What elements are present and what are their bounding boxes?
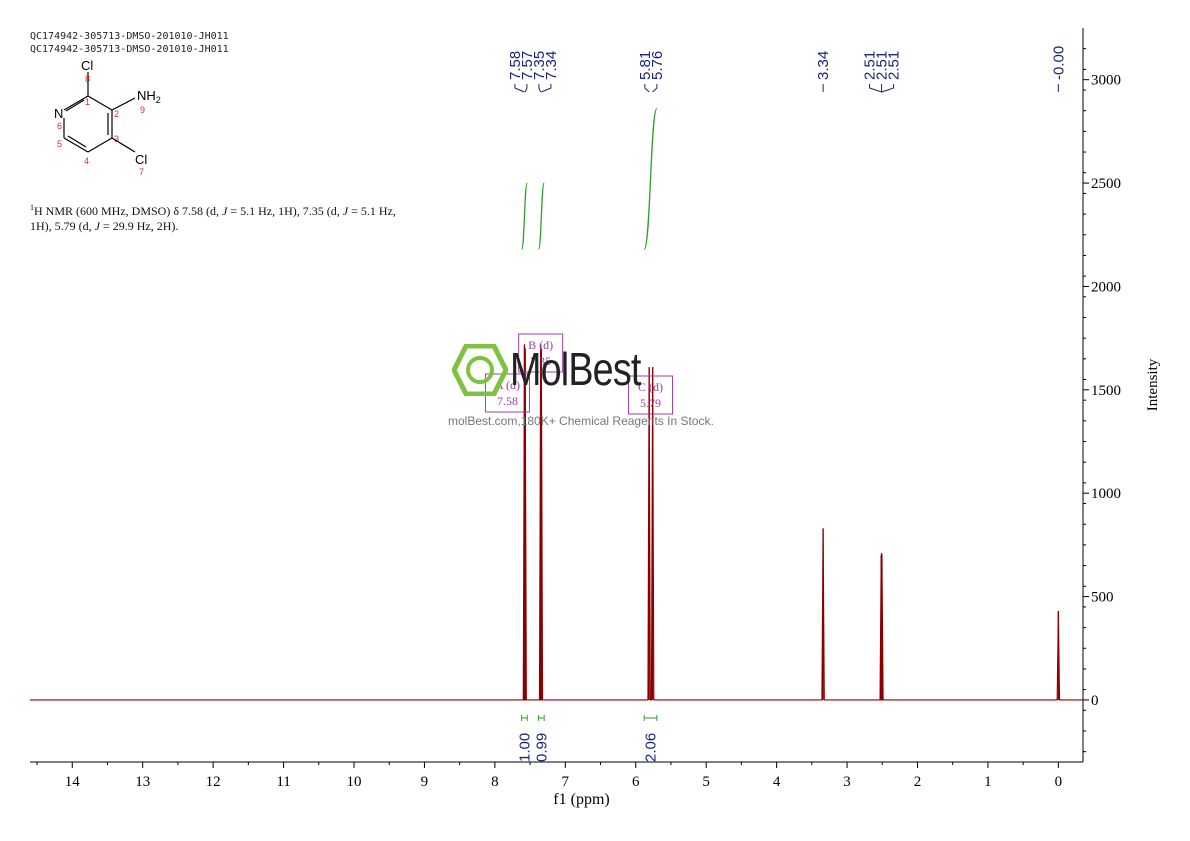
y-tick-label: 2000 bbox=[1091, 279, 1121, 295]
peak-label: 2.51 bbox=[886, 51, 903, 80]
x-tick-label: 3 bbox=[843, 774, 851, 790]
x-axis-title: f1 (ppm) bbox=[553, 791, 609, 808]
y-tick-label: 3000 bbox=[1091, 73, 1121, 89]
x-tick-label: 7 bbox=[562, 774, 570, 790]
multiplet-box bbox=[518, 333, 564, 373]
x-tick-label: 10 bbox=[347, 774, 362, 790]
y-tick-label: 1500 bbox=[1091, 383, 1121, 399]
atom-n-ring: N bbox=[54, 106, 63, 121]
peak-label: 7.58 bbox=[507, 51, 524, 80]
watermark-logo-text: MolBest bbox=[510, 343, 641, 395]
atom-cl-top: Cl bbox=[81, 58, 93, 73]
x-tick-label: 6 bbox=[632, 774, 640, 790]
peak-label-connector bbox=[541, 84, 552, 93]
atom-number-1: 1 bbox=[85, 97, 90, 107]
integral-value: 2.06 bbox=[643, 733, 660, 762]
sample-id-line-2: QC174942-305713-DMSO-201010-JH011 bbox=[30, 44, 229, 55]
atom-nh2: NH2 bbox=[137, 88, 161, 105]
nmr-description: 1H NMR (600 MHz, DMSO) δ 7.58 (d, J = 5.… bbox=[30, 203, 396, 233]
x-tick-label: 1 bbox=[984, 774, 992, 790]
peak-label-connector bbox=[524, 84, 528, 93]
chemical-structure: Cl NH2 N Cl 8 1 2 9 6 3 5 4 7 bbox=[54, 58, 161, 176]
peak-label: 3.34 bbox=[815, 51, 832, 80]
peak-label-connector bbox=[514, 84, 525, 93]
multiplet-shift: 7.35 bbox=[530, 354, 551, 368]
peak-label: 2.51 bbox=[862, 51, 879, 80]
peak-label-connector bbox=[869, 84, 882, 93]
atom-number-4: 4 bbox=[84, 156, 89, 166]
atom-cl-bottom: Cl bbox=[135, 152, 147, 167]
y-tick-label: 0 bbox=[1091, 693, 1099, 709]
multiplet-shift: 7.58 bbox=[497, 394, 518, 408]
sample-id-line-1: QC174942-305713-DMSO-201010-JH011 bbox=[30, 31, 229, 42]
spectrum-trace bbox=[30, 344, 1083, 701]
x-tick-label: 14 bbox=[65, 774, 81, 790]
x-tick-label: 4 bbox=[773, 774, 781, 790]
x-tick-label: 2 bbox=[914, 774, 922, 790]
molbest-logo-icon bbox=[452, 344, 508, 396]
y-axis-title: Intensity bbox=[1145, 358, 1161, 411]
x-tick-label: 9 bbox=[421, 774, 429, 790]
atom-number-8: 8 bbox=[85, 74, 90, 84]
peak-label: 5.81 bbox=[637, 51, 654, 80]
integral-curve bbox=[537, 182, 545, 250]
integral-value: 0.99 bbox=[533, 733, 550, 762]
y-tick-label: 2500 bbox=[1091, 176, 1121, 192]
x-tick-label: 5 bbox=[702, 774, 710, 790]
peak-label: 7.57 bbox=[519, 51, 536, 80]
atom-number-7: 7 bbox=[139, 167, 144, 176]
integral-value: 1.00 bbox=[516, 733, 533, 762]
atom-number-2: 2 bbox=[114, 109, 119, 119]
x-tick-label: 13 bbox=[135, 774, 150, 790]
multiplet-name: B (d) bbox=[528, 338, 553, 352]
integral-curve bbox=[643, 107, 658, 250]
peak-label-connector bbox=[881, 84, 895, 93]
x-tick-label: 12 bbox=[206, 774, 221, 790]
integral-curve bbox=[520, 182, 528, 250]
multiplet-box bbox=[628, 375, 674, 415]
multiplet-shift: 5.79 bbox=[640, 396, 661, 410]
x-tick-label: 0 bbox=[1055, 774, 1063, 790]
x-tick-label: 11 bbox=[276, 774, 290, 790]
peak-label: 2.51 bbox=[874, 51, 891, 80]
peak-label-connector bbox=[652, 84, 658, 93]
peak-label-connector bbox=[538, 84, 542, 93]
peak-label: 7.34 bbox=[543, 51, 560, 80]
atom-number-6: 6 bbox=[57, 121, 62, 131]
multiplet-name: C (d) bbox=[638, 380, 663, 394]
x-tick-label: 8 bbox=[491, 774, 499, 790]
atom-number-3: 3 bbox=[114, 134, 119, 144]
peak-label: 7.35 bbox=[531, 51, 548, 80]
peak-label-connector bbox=[644, 84, 650, 93]
y-tick-label: 1000 bbox=[1091, 486, 1121, 502]
peak-label: -0.00 bbox=[1050, 46, 1067, 80]
y-tick-label: 500 bbox=[1091, 590, 1114, 606]
atom-number-5: 5 bbox=[57, 139, 62, 149]
atom-number-9: 9 bbox=[140, 105, 145, 115]
peak-label: 5.76 bbox=[649, 51, 666, 80]
watermark-tagline: molBest.com,180K+ Chemical Reagents In S… bbox=[448, 414, 714, 428]
